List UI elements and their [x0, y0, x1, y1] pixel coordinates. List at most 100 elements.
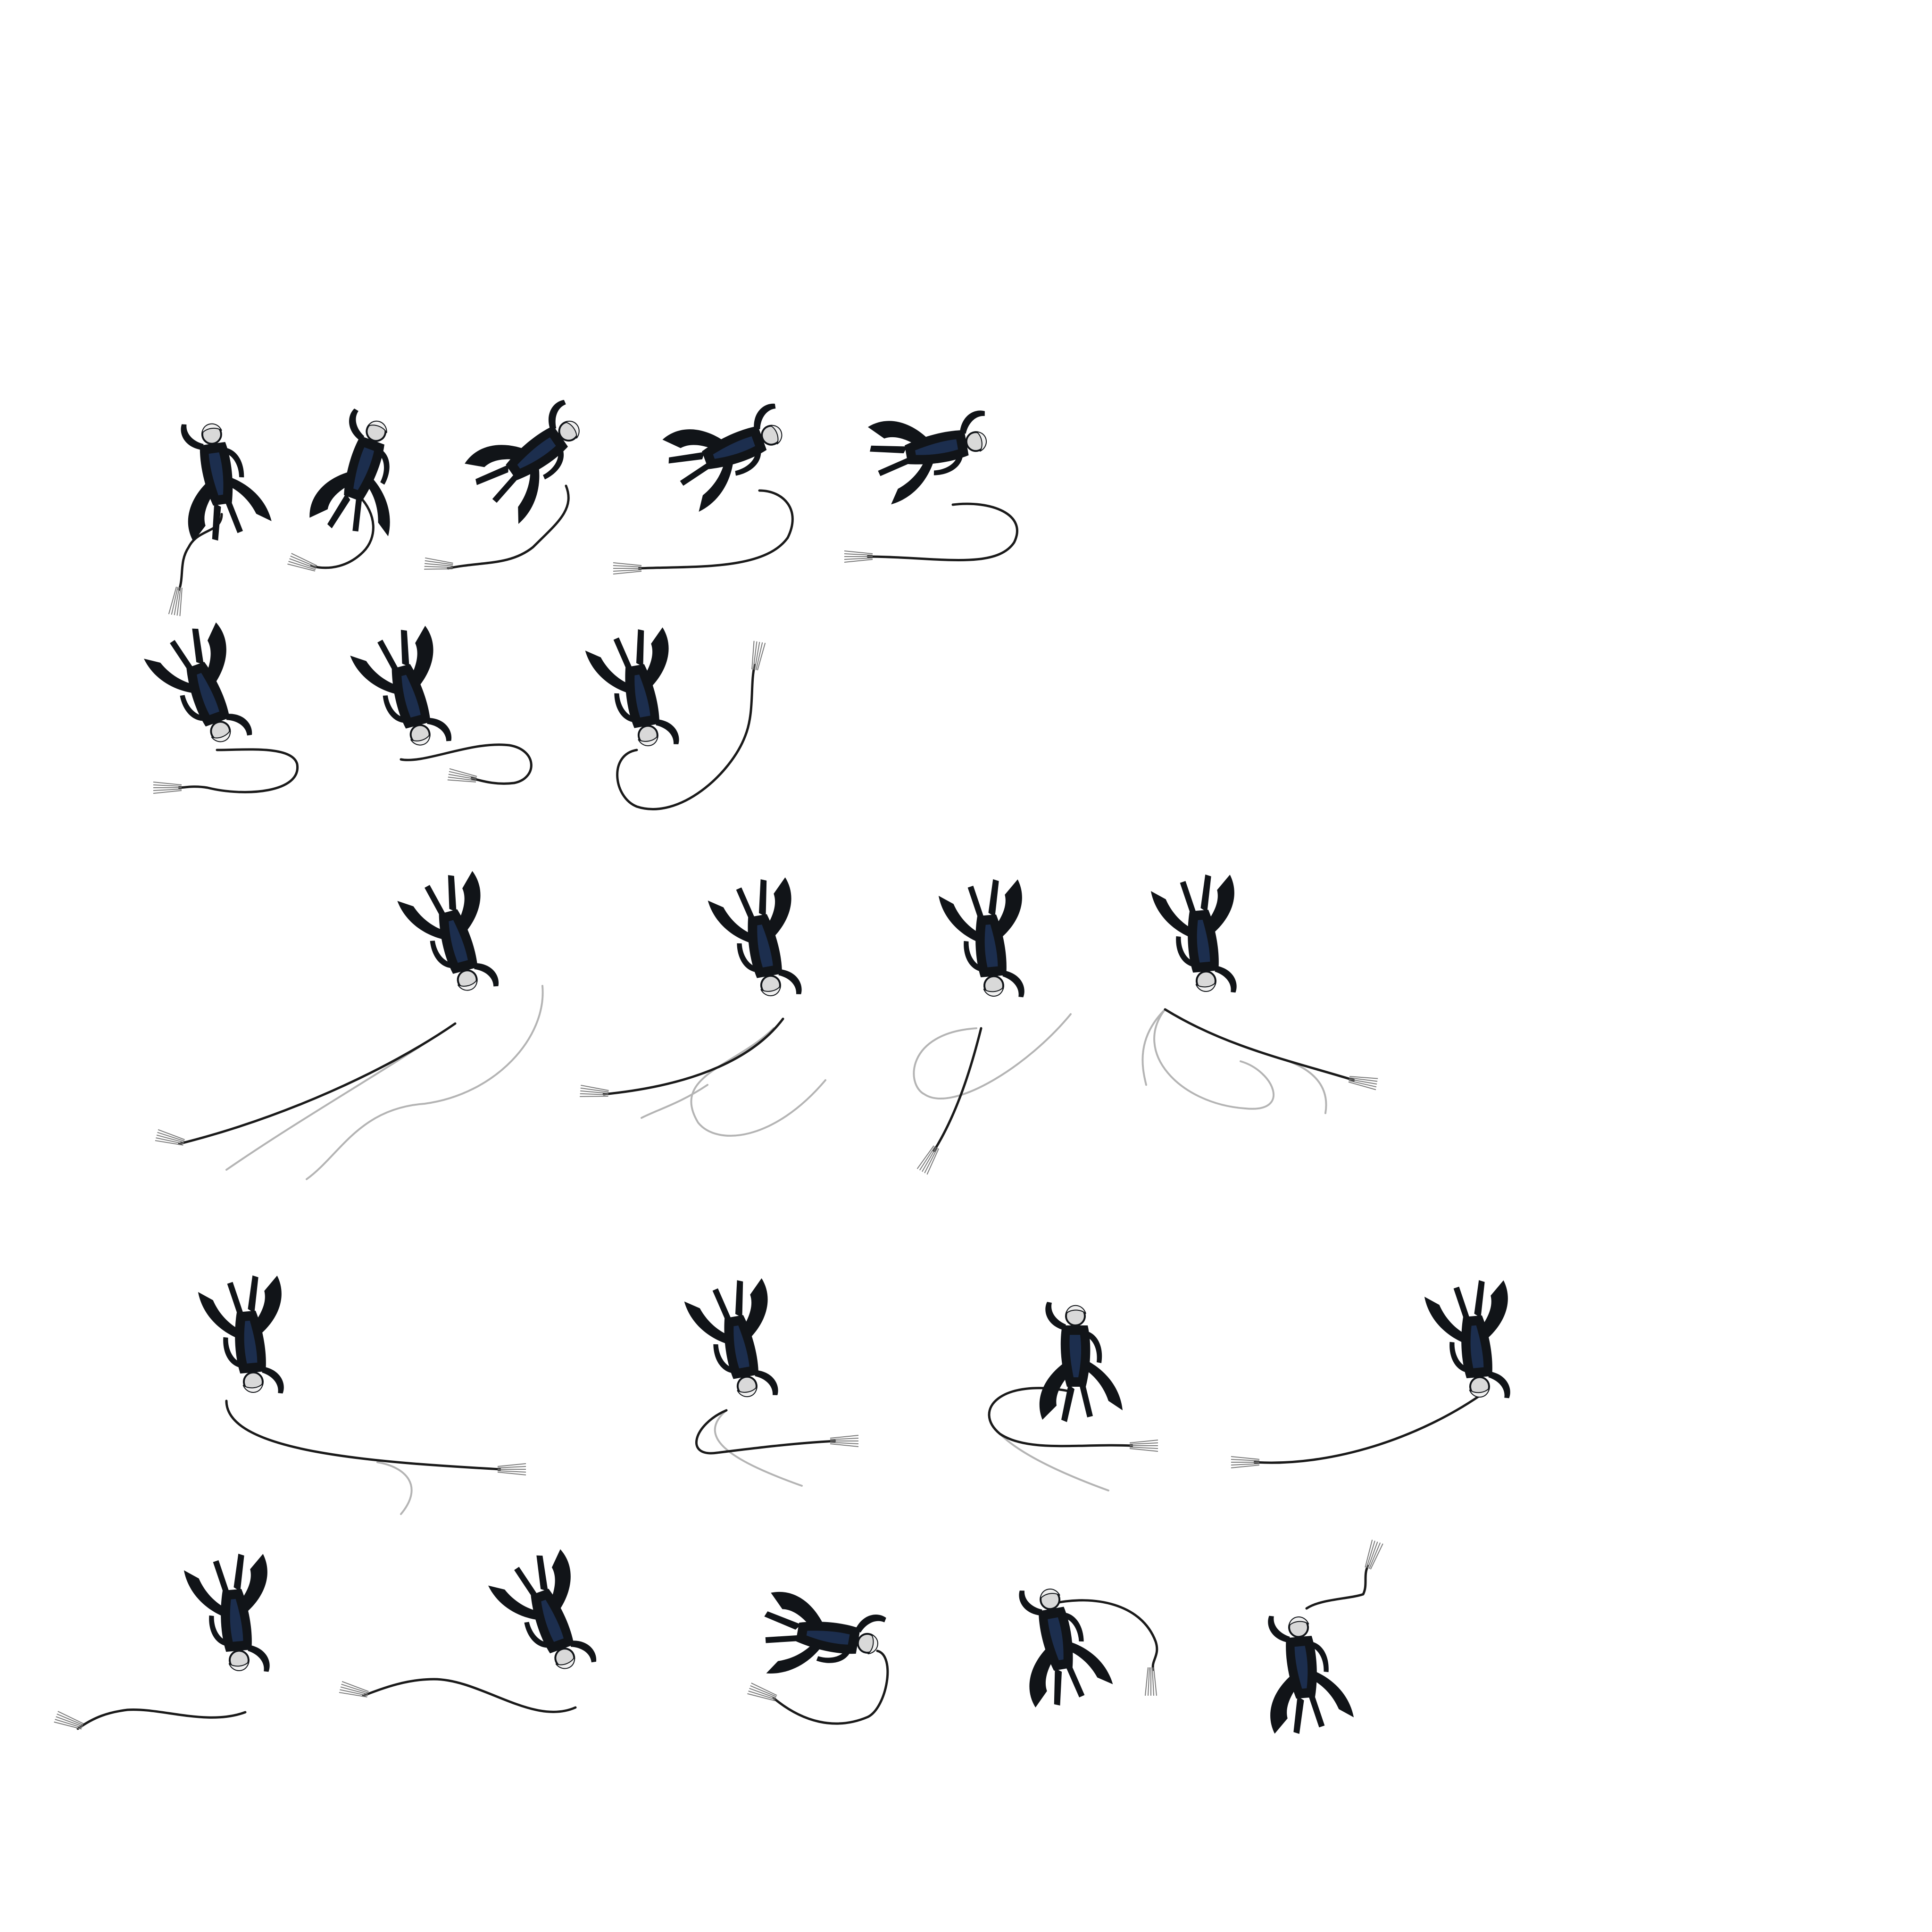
leg-right: [425, 885, 446, 915]
whip-tip-strand: [288, 561, 316, 570]
whip-tip-strand: [1153, 1667, 1157, 1696]
leg-left: [764, 1611, 801, 1630]
whip-tip-strand: [339, 1692, 367, 1698]
whip-tip-strand: [448, 774, 477, 780]
whip-tip-strand: [497, 1463, 526, 1467]
whip-tip-strand: [1349, 1079, 1377, 1085]
whip-tip-strand: [1349, 1076, 1378, 1079]
whip-tip-strand: [613, 569, 642, 572]
whip: [76, 1708, 247, 1730]
whip-afterimage: [641, 1084, 708, 1119]
hair: [1065, 1305, 1086, 1316]
whip-tip-strand: [156, 1137, 184, 1144]
character-body: [397, 871, 499, 991]
hair: [1040, 1588, 1060, 1601]
whip-tip-strand: [497, 1472, 526, 1475]
whip-tip-strand: [750, 1685, 777, 1698]
leg-right: [170, 640, 194, 668]
arm-left: [1215, 966, 1237, 993]
arm-left: [570, 1641, 597, 1663]
sprite-frame: [684, 1278, 859, 1487]
whip: [616, 664, 756, 810]
whip-tip: [1129, 1440, 1158, 1452]
arm-right: [933, 454, 963, 475]
whip-tip-strand: [1368, 1542, 1381, 1569]
arm-left: [1002, 970, 1024, 998]
whip: [1050, 1599, 1158, 1671]
arm-right: [1063, 1612, 1084, 1642]
whip-tip-strand: [844, 559, 873, 563]
character-body: [488, 1549, 597, 1669]
hair: [211, 728, 231, 742]
leg-left: [212, 503, 221, 541]
whip-tip-strand: [1365, 1540, 1373, 1568]
coat-tail-right: [143, 658, 200, 694]
whip-tip-strand: [447, 779, 476, 783]
whip-tip-strand: [425, 557, 453, 564]
whip-tip-strand: [1129, 1447, 1158, 1449]
whip: [1305, 1565, 1369, 1610]
arm-left: [474, 963, 499, 987]
leg-left: [248, 1275, 258, 1313]
character-body: [183, 1553, 270, 1672]
leg-left: [1054, 1668, 1062, 1706]
character-body: [662, 403, 783, 512]
whip-tip-strand: [424, 566, 453, 568]
whip-tip-strand: [290, 555, 317, 568]
torso-accent: [915, 439, 958, 455]
leg-right: [878, 457, 909, 476]
character-body: [309, 408, 390, 536]
arm-right: [964, 941, 983, 972]
character-body: [867, 410, 987, 505]
torso-accent: [541, 1599, 564, 1642]
hair: [1288, 1616, 1309, 1628]
whip-tip-strand: [748, 1690, 776, 1700]
whip-tip-strand: [179, 587, 183, 616]
leg-left: [192, 628, 204, 665]
whip-afterimage: [376, 1461, 413, 1515]
arm-right: [614, 693, 635, 723]
coat-tail-right: [684, 1301, 733, 1346]
whip-tip-strand: [340, 1689, 368, 1696]
whip-tip-strand: [1367, 1541, 1378, 1569]
leg-right: [712, 1288, 732, 1320]
sprite-frame: [585, 627, 766, 810]
leg-right: [765, 1635, 799, 1643]
whip-tip-strand: [580, 1095, 608, 1097]
whip-tip-strand: [425, 563, 453, 566]
leg-right: [1308, 1695, 1325, 1728]
coat-tail-right: [1083, 1358, 1123, 1410]
leg-right: [227, 1282, 244, 1314]
whip-tip: [747, 1682, 777, 1701]
whip-tip-strand: [448, 776, 476, 781]
whip-tip-strand: [1231, 1459, 1260, 1461]
coat-tail-right: [225, 475, 272, 521]
whip-tip-strand: [153, 782, 182, 785]
character-body: [198, 1275, 284, 1394]
hair: [768, 425, 783, 445]
whip-tip-strand: [425, 560, 453, 566]
whip: [602, 1017, 784, 1096]
whip-tip: [1145, 1667, 1157, 1696]
whip-tip: [339, 1681, 369, 1698]
whip-tip: [155, 1129, 185, 1146]
whip-tip: [424, 557, 453, 570]
arm-left: [754, 403, 776, 430]
arm-right: [737, 943, 758, 973]
whip-tip: [497, 1463, 526, 1475]
arm-left: [548, 400, 566, 430]
leg-right: [213, 1560, 230, 1592]
whip-tip-strand: [155, 1140, 183, 1146]
whip-tip-strand: [926, 1148, 940, 1175]
torso-accent: [230, 1599, 243, 1642]
whip: [695, 1409, 836, 1455]
hair: [410, 733, 431, 746]
whip-afterimage: [714, 1409, 803, 1487]
coat-tail-right: [708, 900, 757, 945]
leg-left: [448, 875, 457, 912]
whip-tip: [447, 768, 477, 783]
coat-tail-right: [198, 1292, 243, 1341]
leg-right: [967, 885, 984, 918]
leg-right: [680, 462, 708, 486]
